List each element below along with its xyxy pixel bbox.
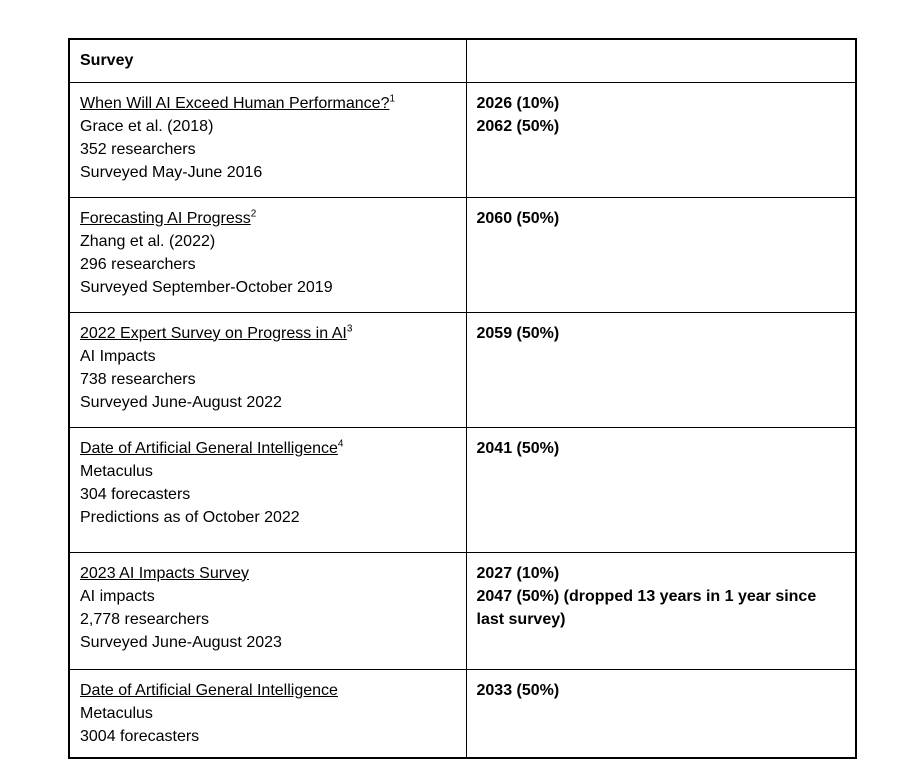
survey-title-link[interactable]: Forecasting AI Progress <box>80 209 251 227</box>
survey-authors: AI impacts <box>80 587 155 605</box>
column-header-forecast <box>465 38 857 83</box>
forecast-value: 2062 (50%) <box>476 117 560 135</box>
survey-sample-size: 3004 forecasters <box>80 727 200 745</box>
forecast-cell: 2060 (50%) <box>465 196 857 313</box>
survey-authors: Metaculus <box>80 704 153 722</box>
survey-date: Surveyed May-June 2016 <box>80 163 263 181</box>
forecast-value: 2060 (50%) <box>476 209 560 227</box>
forecast-value: 2059 (50%) <box>476 324 560 342</box>
survey-sample-size: 304 forecasters <box>80 485 191 503</box>
survey-authors: Zhang et al. (2022) <box>80 232 216 250</box>
survey-title-line: When Will AI Exceed Human Performance?1 <box>80 92 454 115</box>
survey-title-link[interactable]: Date of Artificial General Intelligence <box>80 439 338 457</box>
table-row: Date of Artificial General Intelligence … <box>68 668 857 758</box>
survey-title-line: Date of Artificial General Intelligence <box>80 679 454 702</box>
column-header-survey: Survey <box>68 38 467 83</box>
survey-sample-size: 352 researchers <box>80 140 196 158</box>
footnote-ref: 2 <box>250 208 257 220</box>
survey-sample-size: 2,778 researchers <box>80 610 209 628</box>
forecast-value: 2026 (10%) <box>476 94 560 112</box>
survey-info-cell: Forecasting AI Progress2 Zhang et al. (2… <box>68 196 467 313</box>
table-row: When Will AI Exceed Human Performance?1 … <box>68 81 857 198</box>
survey-info-cell: Date of Artificial General Intelligence … <box>68 668 467 758</box>
forecast-cell: 2027 (10%) 2047 (50%) (dropped 13 years … <box>465 551 857 670</box>
forecast-cell: 2033 (50%) <box>465 668 857 758</box>
forecast-cell: 2026 (10%) 2062 (50%) <box>465 81 857 198</box>
survey-title-link[interactable]: When Will AI Exceed Human Performance? <box>80 94 390 112</box>
forecast-value: 2047 (50%) (dropped 13 years in 1 year s… <box>476 587 817 628</box>
survey-date: Surveyed June-August 2022 <box>80 393 282 411</box>
table-row: Forecasting AI Progress2 Zhang et al. (2… <box>68 196 857 313</box>
survey-authors: Metaculus <box>80 462 153 480</box>
survey-sample-size: 296 researchers <box>80 255 196 273</box>
survey-date: Predictions as of October 2022 <box>80 508 300 526</box>
survey-info-cell: Date of Artificial General Intelligence4… <box>68 426 467 553</box>
survey-date: Surveyed June-August 2023 <box>80 633 282 651</box>
survey-title-line: 2023 AI Impacts Survey <box>80 562 454 585</box>
survey-title-link[interactable]: 2023 AI Impacts Survey <box>80 564 249 582</box>
footnote-ref: 3 <box>346 323 353 335</box>
forecast-cell: 2041 (50%) <box>465 426 857 553</box>
survey-sample-size: 738 researchers <box>80 370 196 388</box>
survey-authors: AI Impacts <box>80 347 156 365</box>
survey-title-line: Date of Artificial General Intelligence4 <box>80 437 454 460</box>
survey-date: Surveyed September-October 2019 <box>80 278 333 296</box>
table-row: 2022 Expert Survey on Progress in AI3 AI… <box>68 311 857 428</box>
survey-title-link[interactable]: 2022 Expert Survey on Progress in AI <box>80 324 347 342</box>
survey-info-cell: 2023 AI Impacts Survey AI impacts 2,778 … <box>68 551 467 670</box>
header-row: Survey <box>68 38 857 83</box>
survey-title-link[interactable]: Date of Artificial General Intelligence <box>80 681 338 699</box>
survey-comparison-table: Survey When Will AI Exceed Human Perform… <box>68 38 857 759</box>
forecast-value: 2041 (50%) <box>476 439 560 457</box>
survey-authors: Grace et al. (2018) <box>80 117 214 135</box>
footnote-ref: 1 <box>389 93 396 105</box>
footnote-ref: 4 <box>337 438 344 450</box>
table-row: Date of Artificial General Intelligence4… <box>68 426 857 553</box>
survey-info-cell: When Will AI Exceed Human Performance?1 … <box>68 81 467 198</box>
forecast-value: 2027 (10%) <box>476 564 560 582</box>
table-row: 2023 AI Impacts Survey AI impacts 2,778 … <box>68 551 857 670</box>
forecast-value: 2033 (50%) <box>476 681 560 699</box>
survey-title-line: 2022 Expert Survey on Progress in AI3 <box>80 322 454 345</box>
survey-title-line: Forecasting AI Progress2 <box>80 207 454 230</box>
survey-info-cell: 2022 Expert Survey on Progress in AI3 AI… <box>68 311 467 428</box>
forecast-cell: 2059 (50%) <box>465 311 857 428</box>
